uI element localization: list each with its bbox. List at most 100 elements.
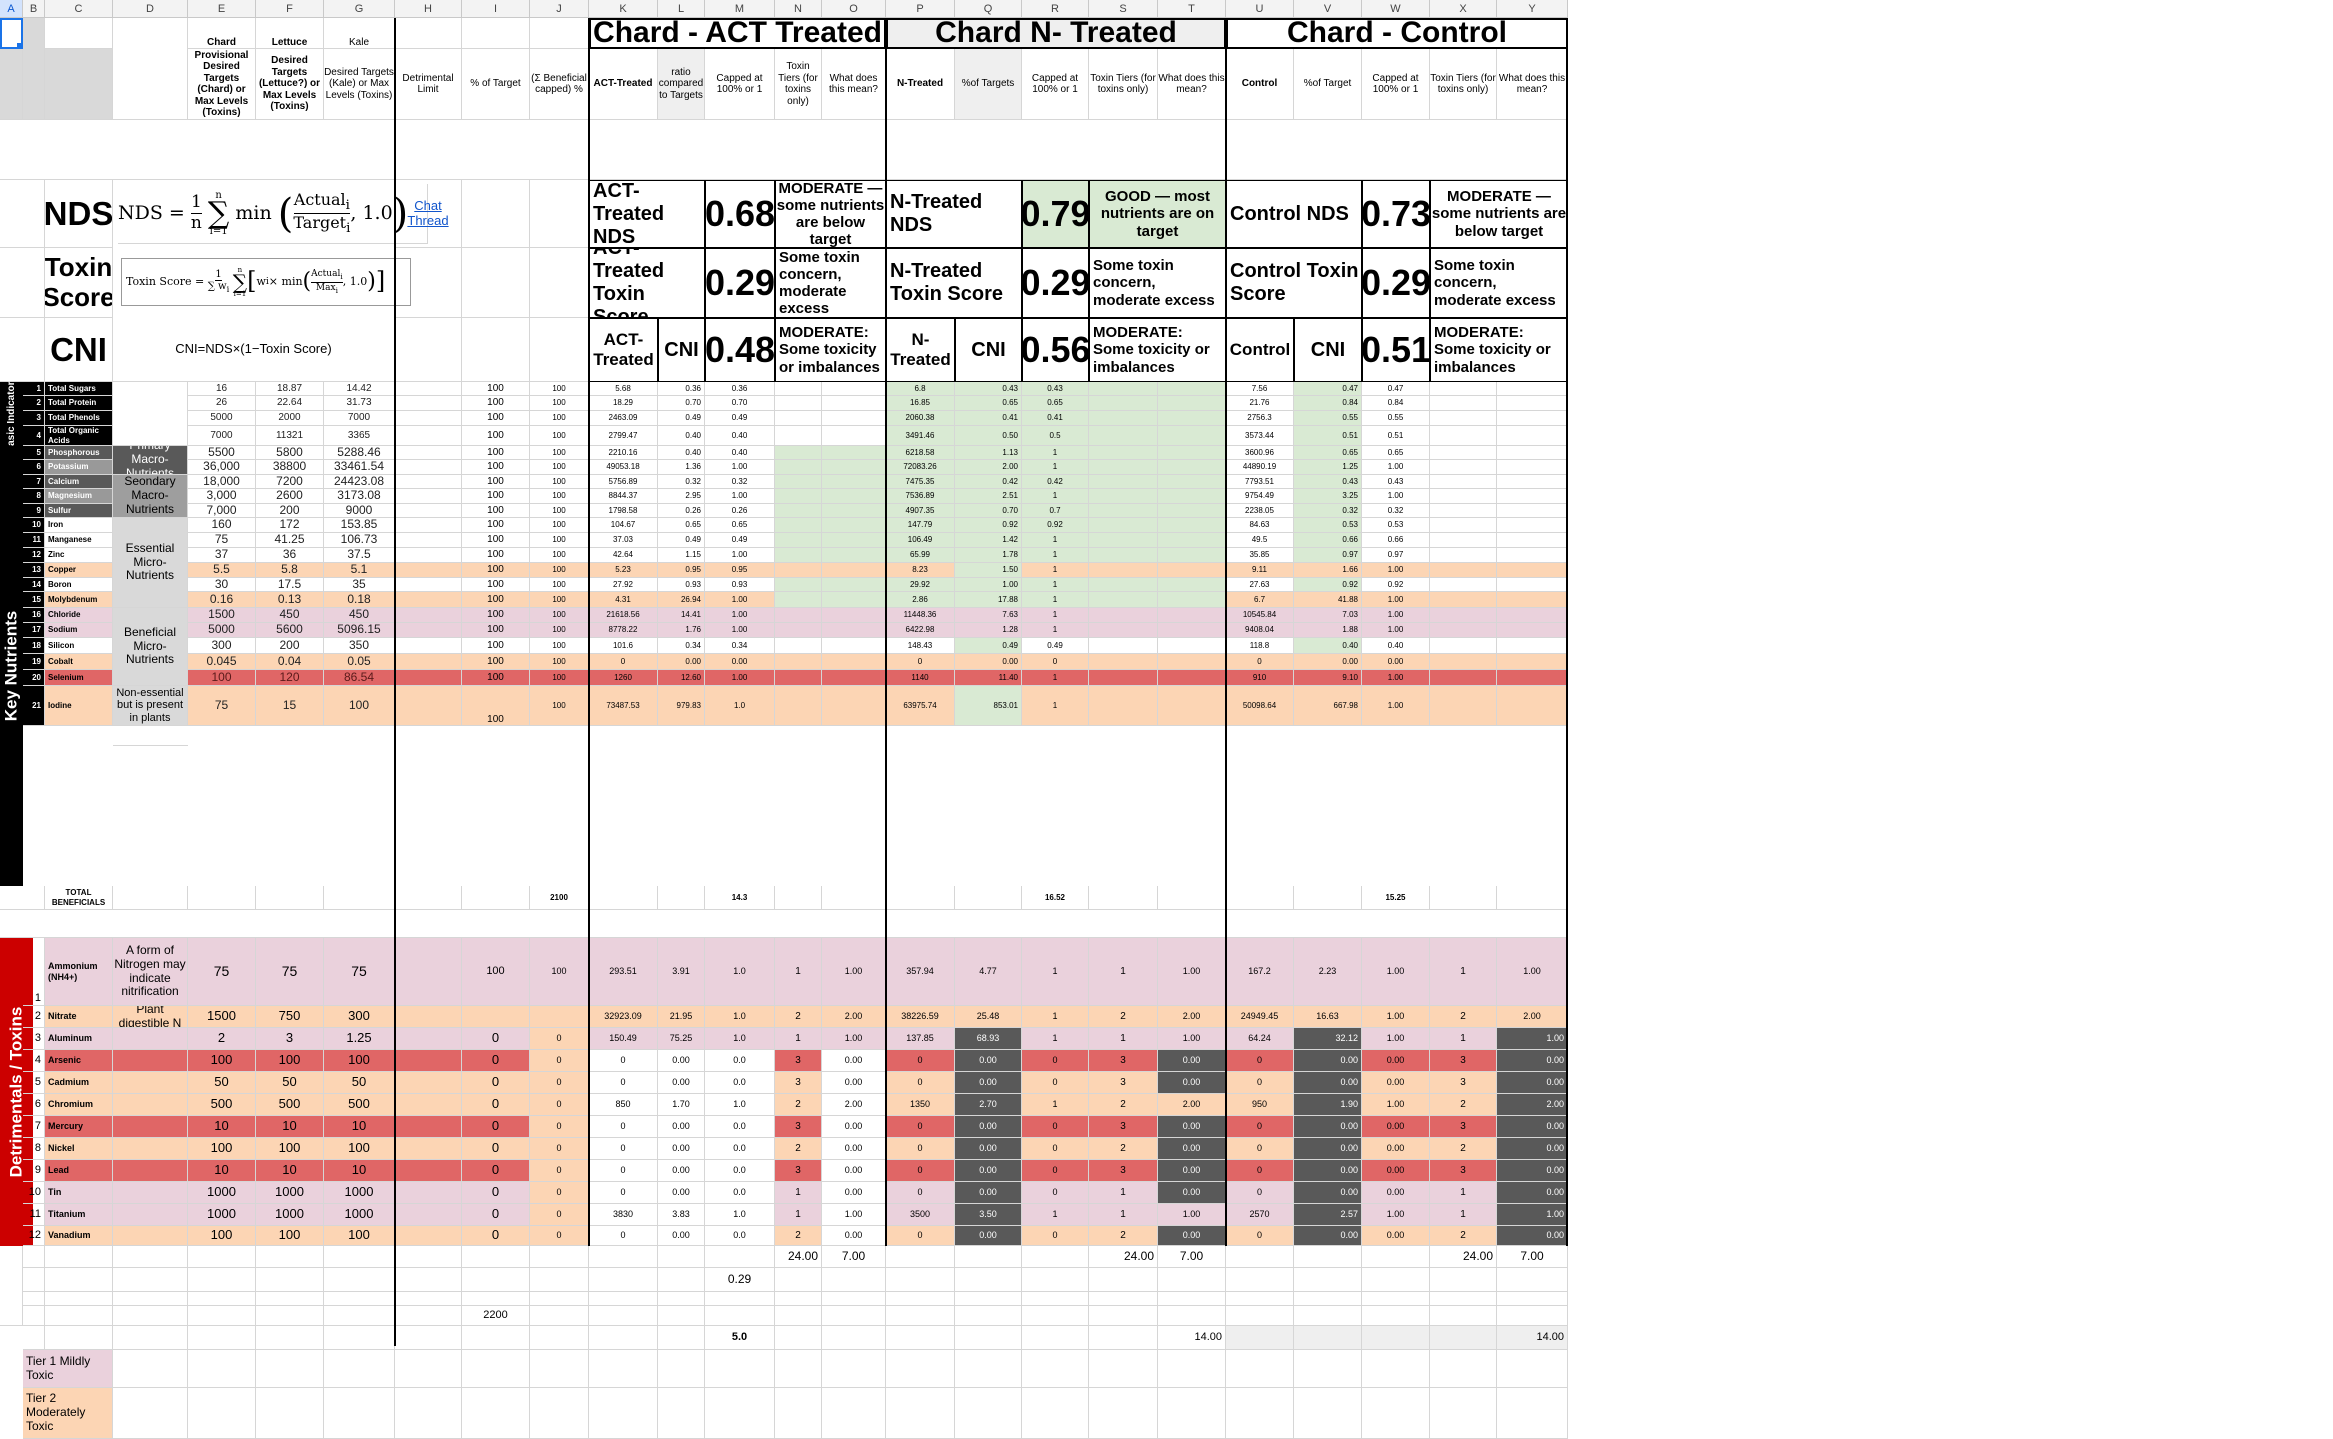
- cell-x[interactable]: 2: [1430, 1138, 1497, 1160]
- cell-u[interactable]: 0: [1226, 1116, 1294, 1138]
- legend-empty[interactable]: [658, 1350, 705, 1388]
- header-i-top[interactable]: [462, 18, 530, 49]
- cell-e[interactable]: 10: [188, 1160, 256, 1182]
- cell-r[interactable]: 0: [1022, 1160, 1089, 1182]
- cell-y[interactable]: [1497, 548, 1568, 563]
- cell-w[interactable]: 0.84: [1362, 396, 1430, 411]
- footer4-g[interactable]: [324, 1306, 395, 1326]
- cell-g[interactable]: 100: [324, 1138, 395, 1160]
- footer-w[interactable]: [1362, 1246, 1430, 1268]
- footer4-n[interactable]: [775, 1306, 822, 1326]
- footer4-b[interactable]: [23, 1306, 45, 1326]
- cell-j[interactable]: 100: [530, 460, 589, 475]
- cell-i[interactable]: 100: [462, 686, 530, 726]
- cell-x[interactable]: [1430, 654, 1497, 670]
- cell-p[interactable]: 2060.38: [886, 411, 955, 426]
- cell-f[interactable]: 2600: [256, 489, 324, 504]
- cell-h[interactable]: [395, 426, 462, 446]
- legend-empty[interactable]: [1158, 1388, 1226, 1439]
- cell-r[interactable]: 0: [1022, 1138, 1089, 1160]
- cell-u[interactable]: 24949.45: [1226, 1006, 1294, 1028]
- cell-h[interactable]: [395, 1204, 462, 1226]
- footer2-h[interactable]: [395, 1268, 462, 1292]
- cell-h[interactable]: [395, 475, 462, 489]
- cell-q[interactable]: 1.42: [955, 533, 1022, 548]
- footer2-t[interactable]: [1158, 1268, 1226, 1292]
- c-nds-value[interactable]: 0.73: [1362, 180, 1430, 248]
- cell-l[interactable]: 0.00: [658, 1116, 705, 1138]
- footer5-p[interactable]: [886, 1326, 955, 1350]
- cell-w[interactable]: 0.97: [1362, 548, 1430, 563]
- cell-m[interactable]: 1.00: [705, 489, 775, 504]
- footer3-b[interactable]: [23, 1292, 45, 1306]
- header-y[interactable]: What does this mean?: [1497, 49, 1568, 120]
- row-number[interactable]: 16: [23, 608, 45, 623]
- cell-y[interactable]: [1497, 382, 1568, 396]
- cell-i[interactable]: 100: [462, 548, 530, 563]
- cell-s[interactable]: 3: [1089, 1072, 1158, 1094]
- cell-y[interactable]: [1497, 578, 1568, 592]
- cell-l[interactable]: 1.15: [658, 548, 705, 563]
- cell-j[interactable]: 100: [530, 446, 589, 460]
- cell-v[interactable]: 0.00: [1294, 1072, 1362, 1094]
- cell-i[interactable]: 0: [462, 1116, 530, 1138]
- cell-e[interactable]: 1500: [188, 608, 256, 623]
- cell-w[interactable]: 1.00: [1362, 670, 1430, 686]
- row-number[interactable]: 18: [23, 638, 45, 654]
- row-number[interactable]: 21: [23, 686, 45, 726]
- cell-w[interactable]: 0.47: [1362, 382, 1430, 396]
- cell-o[interactable]: [822, 623, 886, 638]
- c-nds-label[interactable]: Control NDS: [1226, 180, 1362, 248]
- cell-g[interactable]: 31.73: [324, 396, 395, 411]
- cell-l[interactable]: 1.70: [658, 1094, 705, 1116]
- column-header-w[interactable]: W: [1362, 0, 1430, 18]
- cell-s[interactable]: [1089, 382, 1158, 396]
- footer2-l[interactable]: [658, 1268, 705, 1292]
- cell-u[interactable]: 950: [1226, 1094, 1294, 1116]
- toxin-note[interactable]: [113, 1072, 188, 1094]
- cell-n[interactable]: 3: [775, 1050, 822, 1072]
- cell-t[interactable]: [1158, 396, 1226, 411]
- cell-m[interactable]: 0.49: [705, 533, 775, 548]
- cell-t[interactable]: [1158, 608, 1226, 623]
- cell-h[interactable]: [395, 396, 462, 411]
- totals-j[interactable]: 2100: [530, 886, 589, 910]
- cell-x[interactable]: [1430, 446, 1497, 460]
- totals-r[interactable]: 16.52: [1022, 886, 1089, 910]
- cell-g[interactable]: 10: [324, 1160, 395, 1182]
- cell-j[interactable]: 100: [530, 426, 589, 446]
- legend-empty[interactable]: [395, 1388, 462, 1439]
- footer-h[interactable]: [395, 1246, 462, 1268]
- cell-f[interactable]: 100: [256, 1226, 324, 1246]
- cell-t[interactable]: [1158, 460, 1226, 475]
- cell-p[interactable]: 63975.74: [886, 686, 955, 726]
- cell-p[interactable]: 72083.26: [886, 460, 955, 475]
- footer3-f[interactable]: [256, 1292, 324, 1306]
- footer2-u[interactable]: [1226, 1268, 1294, 1292]
- cell-h[interactable]: [395, 1028, 462, 1050]
- cell-v[interactable]: 2.23: [1294, 938, 1362, 1006]
- cell-o[interactable]: 1.00: [822, 1028, 886, 1050]
- cell-n[interactable]: [775, 608, 822, 623]
- cell-v[interactable]: 32.12: [1294, 1028, 1362, 1050]
- cell-s[interactable]: [1089, 518, 1158, 533]
- cell-y[interactable]: [1497, 638, 1568, 654]
- footer-v[interactable]: [1294, 1246, 1362, 1268]
- cell-r[interactable]: 1: [1022, 446, 1089, 460]
- summary-blank[interactable]: [0, 248, 45, 318]
- column-header-a[interactable]: A: [0, 0, 23, 18]
- n-nds-value[interactable]: 0.79: [1022, 180, 1089, 248]
- footer4-l[interactable]: [658, 1306, 705, 1326]
- cell-e[interactable]: 10: [188, 1116, 256, 1138]
- cell-e[interactable]: 100: [188, 1138, 256, 1160]
- cell-v[interactable]: 0.00: [1294, 1050, 1362, 1072]
- cell-q[interactable]: 0.42: [955, 475, 1022, 489]
- cell-l[interactable]: 0.49: [658, 411, 705, 426]
- cell-v[interactable]: 1.90: [1294, 1094, 1362, 1116]
- toxin-note[interactable]: [113, 1160, 188, 1182]
- cell-q[interactable]: 1.28: [955, 623, 1022, 638]
- cell-r[interactable]: 1: [1022, 623, 1089, 638]
- tox-row-number[interactable]: 2: [23, 1006, 45, 1028]
- footer-o[interactable]: 7.00: [822, 1246, 886, 1268]
- legend-empty[interactable]: [775, 1350, 822, 1388]
